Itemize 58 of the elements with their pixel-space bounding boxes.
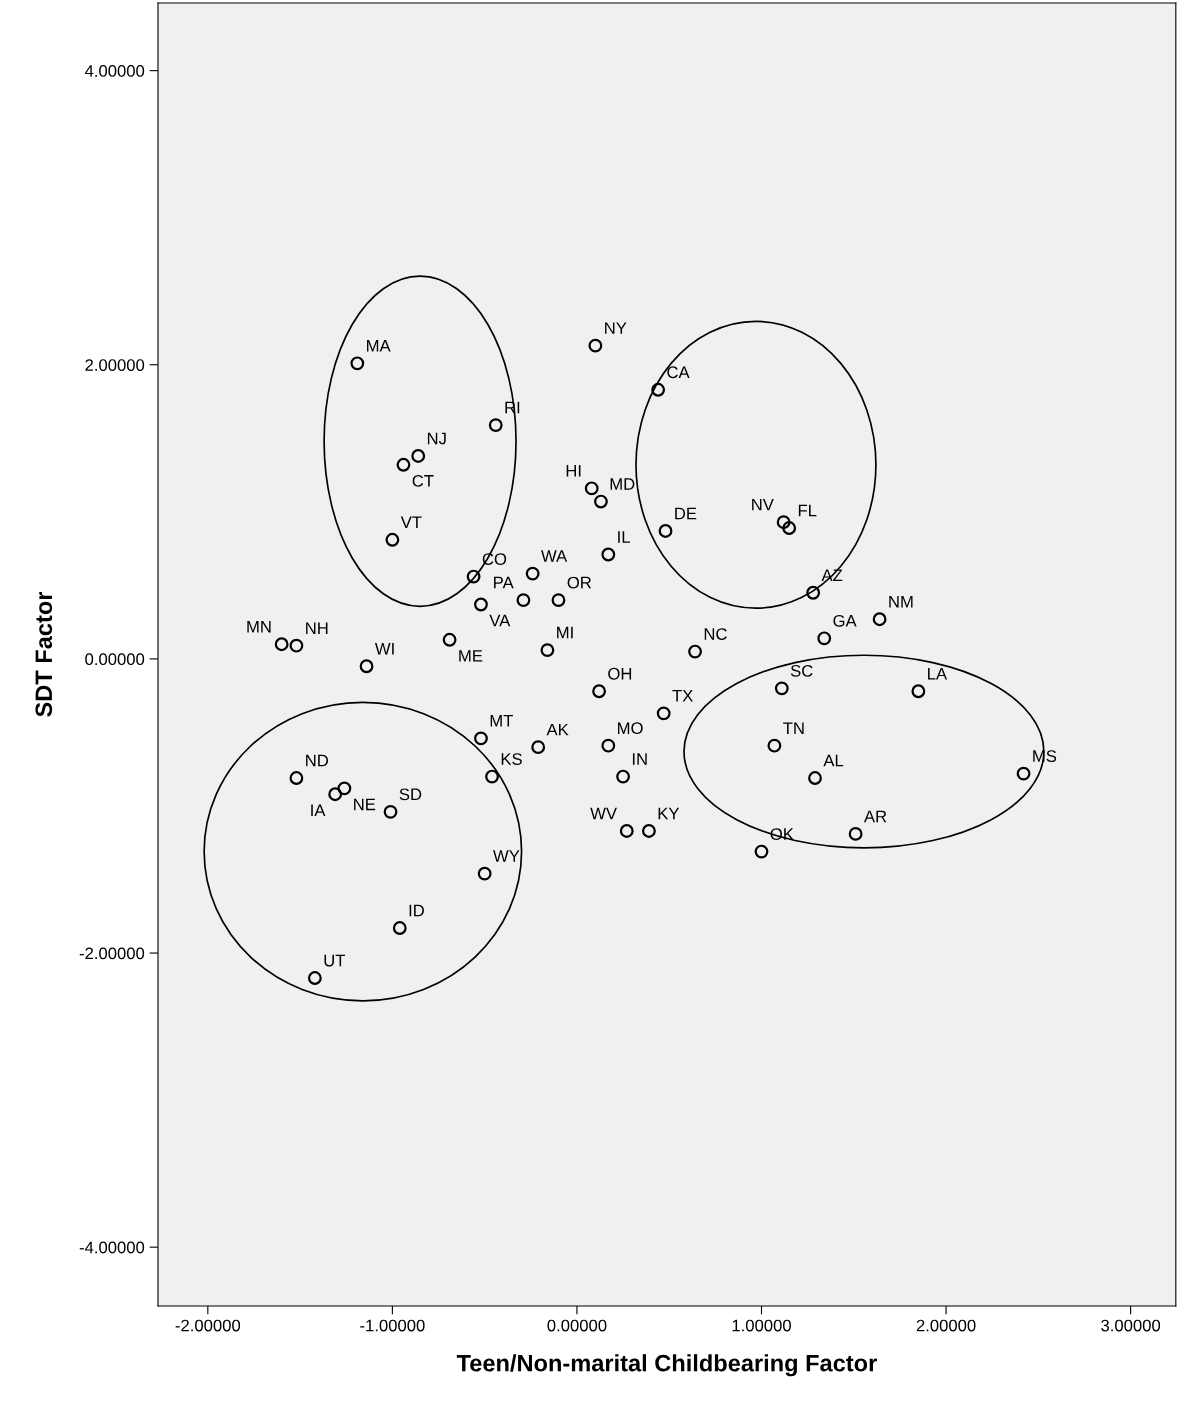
annotation: AL: [823, 754, 844, 767]
annotation: VA: [489, 614, 511, 627]
annotation: SC: [790, 664, 813, 677]
annotation: HI: [566, 465, 581, 477]
annotation: UT: [324, 954, 346, 967]
annotation: GA: [833, 614, 857, 627]
annotation: IL: [618, 531, 630, 543]
annotation: TX: [672, 690, 693, 702]
annotation: NC: [704, 628, 727, 640]
annotation: DE: [675, 507, 697, 520]
annotation: MO: [618, 722, 643, 735]
annotation: KY: [658, 807, 680, 820]
x-tick-label: 2.00000: [916, 1319, 976, 1332]
annotation: WA: [541, 550, 568, 562]
y-axis-title: SDT Factor: [35, 591, 53, 717]
annotation: NM: [889, 595, 913, 608]
annotation: LA: [928, 668, 948, 680]
annotation: SD: [399, 788, 422, 801]
annotation: CT: [412, 474, 434, 487]
annotation: WY: [493, 850, 520, 862]
annotation: CA: [667, 366, 690, 379]
y-tick-label: -4.00000: [79, 1241, 145, 1254]
annotation: AR: [863, 810, 887, 823]
y-tick-label: -2.00000: [79, 947, 145, 960]
y-tick-label: 4.00000: [84, 65, 145, 77]
x-tick-label: 1.00000: [732, 1319, 791, 1332]
annotation: MD: [610, 478, 635, 490]
annotation: OR: [567, 576, 592, 589]
annotation: KS: [501, 753, 522, 765]
annotation: NY: [605, 322, 627, 334]
annotation: MN: [247, 620, 271, 633]
annotation: OH: [608, 667, 632, 680]
annotation: NJ: [427, 432, 446, 445]
annotation: NE: [354, 798, 376, 811]
annotation: FL: [798, 504, 817, 517]
annotation: IA: [311, 804, 326, 817]
x-axis-title: Teen/Non-marital Childbearing Factor: [456, 1354, 877, 1377]
annotation: AK: [546, 723, 569, 736]
annotation: ID: [409, 904, 424, 917]
annotation: NV: [752, 498, 774, 511]
annotation: TN: [783, 722, 804, 734]
y-tick-label: 0.00000: [85, 653, 145, 666]
annotation: IN: [632, 753, 647, 765]
annotation: MA: [367, 340, 391, 352]
x-tick-label: -2.00000: [175, 1319, 241, 1332]
annotation: WV: [590, 807, 617, 820]
x-tick-label: -1.00000: [360, 1319, 425, 1332]
annotation: MT: [490, 715, 513, 727]
x-tick-label: 0.00000: [547, 1319, 607, 1332]
annotation: ND: [306, 754, 329, 767]
annotation: ME: [459, 650, 483, 662]
y-tick-label: 2.00000: [85, 359, 145, 371]
annotation: VT: [400, 516, 422, 528]
x-tick-label: 3.00000: [1101, 1319, 1161, 1332]
annotation: WI: [374, 643, 394, 655]
annotation: MI: [557, 626, 573, 639]
annotation: PA: [494, 576, 514, 589]
annotation: NH: [306, 622, 328, 634]
